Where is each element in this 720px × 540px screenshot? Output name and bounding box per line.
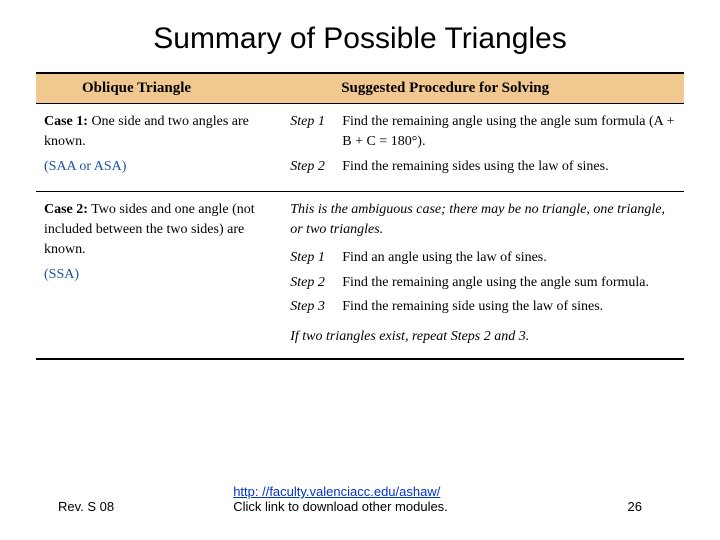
case-cell: Case 1: One side and two angles are know…: [36, 104, 282, 191]
step-row: Step 2 Find the remaining angle using th…: [290, 273, 676, 293]
case-label: Case 2:: [44, 202, 88, 217]
step-text: Find the remaining side using the law of…: [342, 297, 676, 317]
page-title: Summary of Possible Triangles: [0, 0, 720, 64]
step-text: Find the remaining sides using the law o…: [342, 157, 676, 177]
table-row: Case 2: Two sides and one angle (not inc…: [36, 192, 684, 358]
step-text: Find an angle using the law of sines.: [342, 248, 676, 268]
step-row: Step 1 Find an angle using the law of si…: [290, 248, 676, 268]
case-code: (SSA): [44, 265, 274, 285]
case-label: Case 1:: [44, 114, 88, 129]
footer: Rev. S 08 http: //faculty.valenciacc.edu…: [0, 484, 720, 514]
step-text: Find the remaining angle using the angle…: [342, 112, 676, 153]
step-label: Step 2: [290, 157, 342, 177]
procedure-cell: This is the ambiguous case; there may be…: [282, 192, 684, 358]
step-row: Step 2 Find the remaining sides using th…: [290, 157, 676, 177]
procedure-cell: Step 1 Find the remaining angle using th…: [282, 104, 684, 191]
download-sub: Click link to download other modules.: [233, 499, 448, 514]
col-header-oblique: Oblique Triangle: [36, 74, 295, 103]
repeat-note: If two triangles exist, repeat Steps 2 a…: [290, 327, 676, 347]
step-label: Step 2: [290, 273, 342, 293]
table-header-row: Oblique Triangle Suggested Procedure for…: [36, 74, 684, 104]
revision-label: Rev. S 08: [58, 499, 233, 514]
ambiguous-note: This is the ambiguous case; there may be…: [290, 200, 676, 241]
download-link[interactable]: http: //faculty.valenciacc.edu/ashaw/: [233, 484, 440, 499]
case-code: (SAA or ASA): [44, 157, 274, 177]
step-label: Step 3: [290, 297, 342, 317]
step-text: Find the remaining angle using the angle…: [342, 273, 676, 293]
footer-link-block: http: //faculty.valenciacc.edu/ashaw/ Cl…: [233, 484, 525, 514]
page-number: 26: [525, 499, 662, 514]
slide: Summary of Possible Triangles Oblique Tr…: [0, 0, 720, 540]
step-label: Step 1: [290, 112, 342, 153]
step-row: Step 1 Find the remaining angle using th…: [290, 112, 676, 153]
table-row: Case 1: One side and two angles are know…: [36, 104, 684, 192]
triangle-table: Oblique Triangle Suggested Procedure for…: [36, 72, 684, 360]
case-cell: Case 2: Two sides and one angle (not inc…: [36, 192, 282, 358]
step-row: Step 3 Find the remaining side using the…: [290, 297, 676, 317]
step-label: Step 1: [290, 248, 342, 268]
col-header-procedure: Suggested Procedure for Solving: [295, 74, 684, 103]
